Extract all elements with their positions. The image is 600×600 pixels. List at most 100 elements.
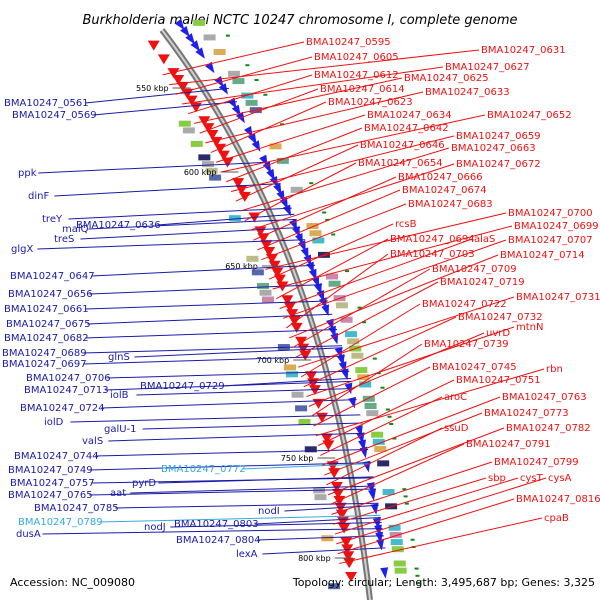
feature-block [198,154,211,161]
left-gene-label: BMA10247_0706 [26,373,111,384]
feature-block [227,70,240,77]
feature-block [259,289,272,296]
rna-tick [415,574,420,577]
reverse-gene-arrow [343,558,356,569]
right-label-connector [295,281,439,358]
reverse-gene-arrow [157,54,170,65]
left-gene-label: nodI [258,506,280,517]
right-label-connector [324,412,483,476]
left-label-connector [70,414,361,423]
left-label-connector [54,183,281,197]
left-label-connector [115,502,379,509]
right-label-connector [261,203,407,261]
right-gene-label: BMA10247_0799 [494,457,579,468]
left-gene-label: glgX [11,244,33,255]
feature-block [290,186,303,193]
reverse-gene-arrow [254,226,267,237]
feature-block [193,19,206,26]
reverse-gene-arrow [232,178,245,189]
left-label-connector [42,528,383,535]
right-label-connector [306,326,515,398]
left-gene-label: BMA10247_0661 [4,304,89,315]
reverse-gene-arrow [333,495,346,506]
forward-gene-arrow [273,183,282,195]
figure-title: Burkholderia mallei NCTC 10247 chromosom… [82,13,517,28]
left-gene-label: BMA10247_0713 [24,385,109,396]
rna-tick [402,488,407,491]
right-gene-label: BMA10247_0719 [440,277,525,288]
right-gene-label: BMA10247_0714 [500,250,585,261]
left-gene-label: BMA10247_0729 [140,381,225,392]
right-gene-label: BMA10247_0745 [432,362,517,373]
right-label-connector [322,396,501,466]
right-label-connector [308,332,485,407]
reverse-gene-arrow [206,129,219,140]
right-gene-label: aroC [444,392,467,403]
feature-block [202,161,215,168]
right-label-connector [300,303,421,378]
left-label-connector [37,239,306,250]
rna-tick [325,218,330,221]
feature-block [312,237,325,244]
left-label-connector [88,218,297,230]
right-label-connector [205,91,424,144]
right-gene-label: BMA10247_0672 [456,159,541,170]
kbp-label: 600 kbp [184,168,217,177]
right-gene-label: cysA [548,473,572,484]
reverse-gene-arrow [320,433,333,444]
left-gene-label: galU-1 [104,424,137,435]
feature-block [394,567,407,574]
reverse-gene-arrow [185,95,198,106]
feature-block [306,222,319,229]
rna-tick [254,79,259,82]
forward-gene-arrow [370,503,379,515]
feature-block [309,230,322,237]
forward-gene-arrow [282,204,291,217]
right-gene-label: BMA10247_0699 [514,221,599,232]
left-gene-label: dusA [16,529,41,540]
feature-track-group [147,18,421,590]
reverse-gene-arrow [281,295,294,306]
right-gene-label: BMA10247_0674 [402,185,487,196]
reverse-gene-arrow [328,468,341,479]
right-gene-label: BMA10247_0700 [508,208,593,219]
right-gene-label: rcsB [395,219,417,230]
right-label-connector [253,176,397,241]
reverse-gene-arrow [297,343,310,354]
left-gene-label: treS [54,234,74,245]
right-label-connector [181,66,444,105]
right-gene-label: BMA10247_0763 [502,392,587,403]
rna-tick [263,93,268,96]
reverse-gene-arrow [332,488,345,499]
reverse-gene-arrow [167,68,180,79]
left-gene-label: treY [42,214,63,225]
feature-block [325,273,338,280]
reverse-gene-arrow [315,412,328,423]
feature-block [304,446,317,453]
left-gene-label: BMA10247_0803 [174,519,259,530]
right-gene-label: BMA10247_0666 [398,172,483,183]
feature-block [340,316,353,323]
left-gene-label: BMA10247_0744 [14,451,99,462]
right-gene-label: BMA10247_0652 [487,110,572,121]
feature-block [377,460,390,467]
left-label-connector [242,463,372,470]
left-gene-label: BMA10247_0724 [20,403,105,414]
rna-tick [410,538,415,541]
left-label-connector [95,448,369,457]
feature-block [261,296,274,303]
left-gene-label: BMA10247_0785 [34,503,119,514]
left-label-connector [170,522,382,528]
feature-block [182,127,195,134]
right-gene-label: BMA10247_0709 [432,264,517,275]
right-gene-label: BMA10247_0605 [314,52,399,63]
right-gene-label: BMA10247_0623 [328,97,413,108]
left-gene-label: BMA10247_0656 [8,289,93,300]
feature-block [232,78,245,85]
accession-text: Accession: NC_009080 [10,576,135,589]
rna-tick [345,270,350,273]
reverse-gene-arrow [181,88,194,99]
left-gene-label: BMA10247_0675 [6,319,91,330]
left-label-connector [85,328,338,339]
